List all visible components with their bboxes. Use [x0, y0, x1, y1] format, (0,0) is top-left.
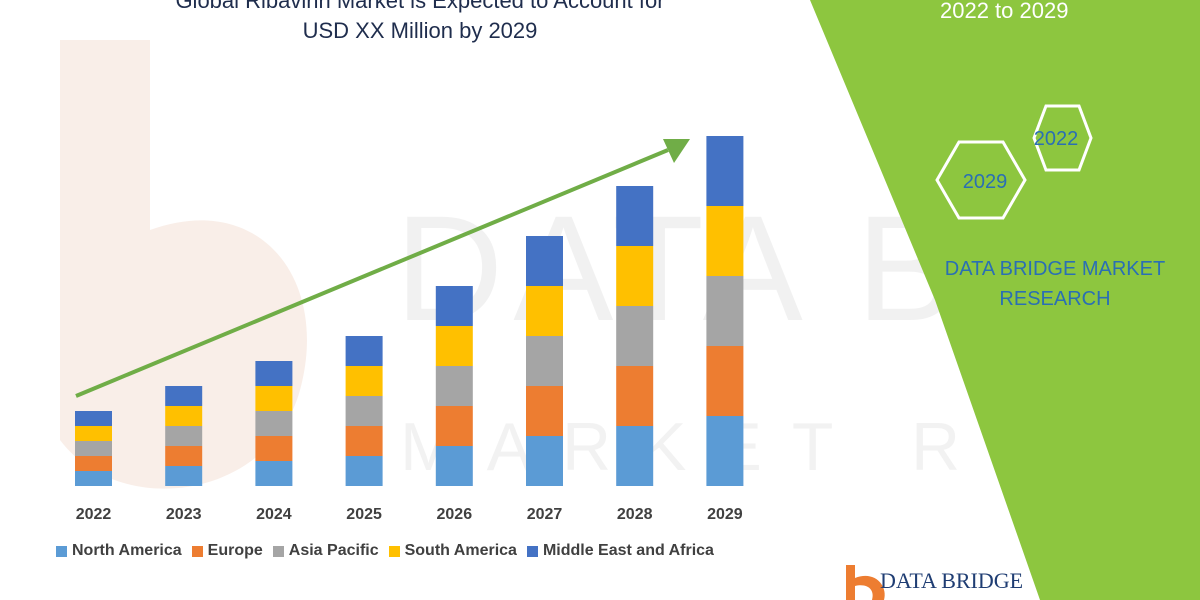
logo-text: DATA BRIDGE — [880, 568, 1024, 593]
legend-swatch — [191, 545, 203, 557]
bar-2028-south-america — [616, 246, 654, 306]
bar-2027-north-america — [526, 436, 563, 486]
bar-2026-europe — [435, 406, 473, 446]
bar-2029-middle-east-and-africa — [706, 136, 744, 206]
bar-2026-asia-pacific — [435, 366, 473, 406]
bar-2025-middle-east-and-africa — [345, 336, 383, 366]
bar-2022-middle-east-and-africa — [75, 411, 112, 426]
legend-swatch — [56, 545, 67, 557]
legend-label: Asia Pacific — [288, 542, 379, 559]
legend-label: Europe — [207, 542, 263, 559]
data-bridge-b-logo-icon — [846, 565, 885, 600]
legend-item: Asia Pacific — [272, 542, 379, 560]
x-tick-label: 2027 — [527, 506, 563, 523]
hexagon-2029-label: 2029 — [963, 171, 1008, 193]
legend-label: North America — [72, 542, 182, 559]
bar-2027-south-america — [526, 286, 563, 336]
bar-2027-asia-pacific — [526, 336, 563, 386]
bar-2024-asia-pacific — [255, 411, 293, 436]
trend-arrow-line — [75, 148, 669, 398]
bar-2028-middle-east-and-africa — [616, 186, 654, 246]
x-tick-label: 2028 — [617, 506, 653, 523]
legend-item: Europe — [191, 542, 263, 560]
bar-2023-middle-east-and-africa — [165, 386, 203, 406]
x-tick-label: 2022 — [76, 506, 112, 523]
chart-legend: North America Europe Asia Pacific South Ame… — [56, 540, 714, 562]
green-diagonal-shape — [810, 0, 1200, 600]
bar-2024-middle-east-and-africa — [255, 361, 293, 386]
bar-2022-south-america — [75, 426, 112, 441]
bar-2023-south-america — [165, 406, 203, 426]
bar-2027-europe — [526, 386, 563, 436]
bar-2028-asia-pacific — [616, 306, 654, 366]
x-tick-label: 2023 — [166, 506, 202, 523]
brand-name: DATA BRIDGE MARKET RESEARCH — [944, 258, 1166, 310]
legend-swatch — [272, 545, 284, 557]
bar-2025-north-america — [345, 456, 383, 486]
trend-arrow-head-icon — [663, 139, 690, 163]
x-tick-label: 2026 — [437, 506, 473, 523]
hexagon-2022 — [1032, 104, 1093, 172]
bar-2026-middle-east-and-africa — [435, 286, 473, 326]
forecast-period: 2022 to 2029 — [940, 0, 1069, 23]
legend-item: South America — [388, 542, 517, 560]
bar-2026-north-america — [435, 446, 473, 486]
bar-2025-asia-pacific — [345, 396, 383, 426]
bar-2027-middle-east-and-africa — [526, 236, 563, 286]
hexagon-2022-label: 2022 — [1034, 128, 1079, 150]
bar-2029-south-america — [706, 206, 744, 276]
x-tick-label: 2025 — [346, 506, 382, 523]
legend-label: Middle East and Africa — [542, 542, 714, 559]
x-tick-label: 2024 — [256, 506, 292, 523]
x-tick-label: 2029 — [707, 506, 743, 523]
bar-2026-south-america — [435, 326, 473, 366]
legend-swatch — [388, 545, 400, 557]
bar-2025-south-america — [345, 366, 383, 396]
bar-2029-asia-pacific — [706, 276, 744, 346]
hexagon-2029 — [935, 140, 1027, 220]
bar-2022-north-america — [75, 471, 112, 486]
chart-title-line-2: USD XX Million by 2029 — [302, 18, 538, 43]
bar-2022-europe — [75, 456, 112, 471]
legend-swatch — [526, 545, 538, 557]
legend-label: South America — [404, 542, 517, 559]
bar-2023-europe — [165, 446, 203, 466]
bar-2029-north-america — [706, 416, 744, 486]
bar-2028-europe — [616, 366, 654, 426]
bar-2024-north-america — [255, 461, 293, 486]
legend-item: North America — [56, 542, 182, 560]
bar-2024-europe — [255, 436, 293, 461]
bar-2023-north-america — [165, 466, 203, 486]
legend-item: Middle East and Africa — [526, 542, 714, 560]
bar-2025-europe — [345, 426, 383, 456]
bar-2022-asia-pacific — [75, 441, 112, 456]
bar-2028-north-america — [616, 426, 654, 486]
bar-2023-asia-pacific — [165, 426, 203, 446]
bar-2024-south-america — [255, 386, 293, 411]
chart-title-line-1: Global Ribavirin Market is Expected to A… — [175, 0, 665, 13]
bar-2029-europe — [706, 346, 744, 416]
